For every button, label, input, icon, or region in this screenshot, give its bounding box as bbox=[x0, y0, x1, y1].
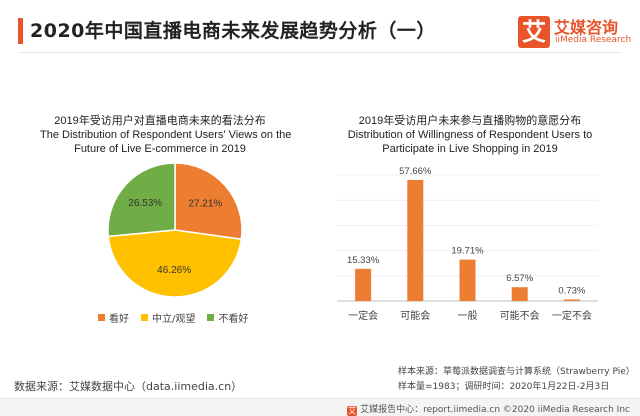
footer-link[interactable]: 艾媒报告中心：report.iimedia.cn ©2020 iiMedia R… bbox=[360, 405, 630, 415]
footer-bar: 艾艾媒报告中心：report.iimedia.cn ©2020 iiMedia … bbox=[0, 398, 640, 416]
data-source-note: 数据来源：艾媒数据中心（data.iimedia.cn） bbox=[14, 380, 243, 393]
brand-logo: 艾 艾媒咨询 iiMedia Research bbox=[518, 14, 632, 52]
pie-slice-label-1: 46.26% bbox=[157, 265, 191, 276]
bar-chart: 15.33% 一定会 57.66% 可能会 19.71% 一般 6.57% 可能不会 0.73%… bbox=[337, 166, 598, 322]
bar-category-label-3: 可能不会 bbox=[500, 309, 540, 322]
footer-text: 艾艾媒报告中心：report.iimedia.cn ©2020 iiMedia … bbox=[347, 402, 630, 416]
legend-swatch-2 bbox=[207, 314, 215, 321]
bar-category-label-4: 一定不会 bbox=[552, 309, 592, 322]
sample-size-note: 样本量=1983；调研时间：2020年1月22日-2月3日 bbox=[398, 382, 610, 392]
pie-slice-label-2: 26.53% bbox=[128, 198, 162, 209]
bar-4 bbox=[563, 299, 580, 301]
pie-chart-title: 2019年受访用户对直播电商未来的看法分布 The Distribution o… bbox=[40, 114, 292, 156]
pie-slice-2 bbox=[107, 162, 176, 238]
footer-logo-icon: 艾 bbox=[347, 406, 358, 416]
legend-swatch-1 bbox=[141, 314, 148, 321]
bar-category-label-1: 可能会 bbox=[400, 309, 430, 322]
bar-value-label-2: 19.71% bbox=[451, 246, 484, 257]
bar-value-label-0: 15.33% bbox=[347, 255, 380, 266]
sample-source-note: 样本来源：草莓派数据调查与计算系统（Strawberry Pie） bbox=[398, 367, 635, 377]
pie-legend: 看好 中立/观望 不看好 bbox=[98, 310, 248, 325]
bar-2 bbox=[459, 259, 476, 301]
pie-title-cn: 2019年受访用户对直播电商未来的看法分布 bbox=[54, 115, 266, 127]
bar-value-label-4: 0.73% bbox=[558, 285, 585, 296]
bar-title-en-1: Distribution of Willingness of Responden… bbox=[347, 129, 593, 141]
header-divider bbox=[18, 52, 622, 53]
bar-value-label-1: 57.66% bbox=[399, 166, 432, 177]
logo-name-cn: 艾媒咨询 bbox=[554, 18, 619, 37]
logo-name-en: iiMedia Research bbox=[555, 35, 632, 45]
page-title: 2020年中国直播电商未来发展趋势分析（一） bbox=[30, 20, 436, 42]
legend-label-0: 看好 bbox=[109, 314, 129, 325]
bar-category-label-2: 一般 bbox=[458, 309, 478, 322]
bar-0 bbox=[355, 268, 372, 301]
bar-title-cn: 2019年受访用户未来参与直播购物的意愿分布 bbox=[358, 115, 582, 127]
bar-value-label-3: 6.57% bbox=[506, 273, 533, 284]
legend-label-2: 不看好 bbox=[218, 314, 249, 325]
bar-category-label-0: 一定会 bbox=[348, 309, 378, 322]
legend-item-1: 中立/观望 bbox=[141, 310, 195, 325]
legend-swatch-0 bbox=[98, 314, 105, 321]
pie-title-en-2: Future of Live E-commerce in 2019 bbox=[74, 143, 246, 155]
logo-mark-icon: 艾 bbox=[518, 16, 550, 48]
pie-chart: 27.21% 46.26% 26.53% bbox=[107, 162, 243, 298]
pie-slice-0 bbox=[174, 162, 243, 241]
bar-chart-title: 2019年受访用户未来参与直播购物的意愿分布 Distribution of W… bbox=[330, 114, 610, 156]
bar-title-en-2: Participate in Live Shopping in 2019 bbox=[382, 143, 558, 155]
pie-slice-1 bbox=[107, 229, 243, 298]
legend-label-1: 中立/观望 bbox=[152, 314, 196, 325]
bar-3 bbox=[511, 287, 528, 301]
pie-title-en-1: The Distribution of Respondent Users' Vi… bbox=[40, 129, 292, 141]
bar-1 bbox=[407, 179, 424, 301]
legend-item-2: 不看好 bbox=[207, 310, 248, 325]
legend-item-0: 看好 bbox=[98, 310, 129, 325]
title-accent-bar bbox=[18, 18, 23, 44]
pie-slice-label-0: 27.21% bbox=[188, 199, 222, 210]
